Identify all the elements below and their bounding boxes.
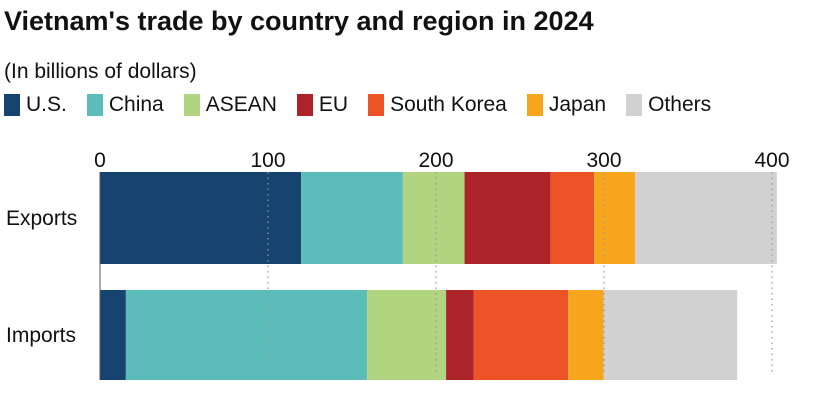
legend-swatch	[183, 94, 200, 116]
category-label: Imports	[6, 324, 76, 347]
bar-segment	[635, 172, 777, 264]
legend-item: U.S.	[4, 93, 67, 117]
x-tick-label: 200	[418, 149, 453, 172]
legend-item: ASEAN	[183, 93, 277, 117]
legend-item: Japan	[526, 93, 607, 117]
bar-segment	[367, 290, 447, 380]
legend: U.S. China ASEAN EU South Korea Japan Others	[4, 93, 731, 117]
legend-swatch	[4, 94, 20, 116]
category-label: Exports	[6, 207, 77, 230]
x-tick-label: 300	[586, 149, 621, 172]
chart-title: Vietnam's trade by country and region in…	[4, 6, 594, 36]
x-tick-label: 400	[754, 149, 789, 172]
x-tick-label: 100	[250, 149, 285, 172]
legend-item: China	[86, 93, 164, 117]
legend-swatch	[526, 94, 543, 116]
legend-label: EU	[318, 93, 349, 116]
legend-swatch	[86, 94, 103, 116]
legend-swatch	[626, 94, 643, 116]
bar-segment	[446, 290, 474, 380]
chart-subtitle: (In billions of dollars)	[4, 60, 197, 83]
legend-label: China	[108, 93, 164, 116]
bar-segment	[100, 172, 302, 264]
legend-item: EU	[296, 93, 349, 117]
bar-segment	[301, 172, 403, 264]
bar-segment	[464, 172, 551, 264]
bar-segment	[473, 290, 569, 380]
legend-label: U.S.	[26, 93, 67, 116]
legend-label: ASEAN	[205, 93, 277, 116]
legend-item: South Korea	[368, 93, 507, 117]
legend-swatch	[296, 94, 313, 116]
bar-segment	[603, 290, 738, 380]
legend-label: Japan	[548, 93, 607, 116]
bar-segment	[550, 172, 595, 264]
x-tick-label: 0	[94, 149, 106, 172]
legend-label: South Korea	[390, 93, 507, 116]
legend-swatch	[368, 94, 385, 116]
bar-segment	[568, 290, 604, 380]
legend-item: Others	[626, 93, 711, 117]
bar-segment	[594, 172, 636, 264]
bar-segment	[100, 290, 126, 380]
bar-segment	[402, 172, 465, 264]
bar-segment	[125, 290, 368, 380]
legend-label: Others	[648, 93, 712, 116]
